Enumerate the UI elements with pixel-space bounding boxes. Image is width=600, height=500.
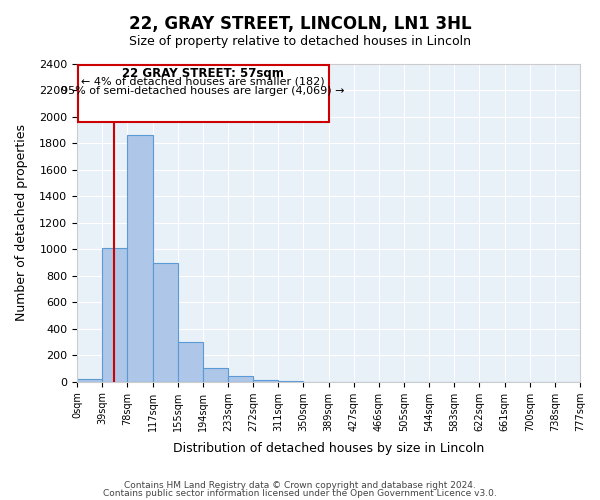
Y-axis label: Number of detached properties: Number of detached properties — [15, 124, 28, 322]
Text: 22, GRAY STREET, LINCOLN, LN1 3HL: 22, GRAY STREET, LINCOLN, LN1 3HL — [128, 15, 472, 33]
FancyBboxPatch shape — [78, 66, 329, 122]
Bar — [77, 379, 102, 382]
Bar — [127, 136, 152, 382]
Bar — [152, 262, 178, 382]
Text: ← 4% of detached houses are smaller (182): ← 4% of detached houses are smaller (182… — [82, 76, 325, 86]
Bar — [203, 368, 228, 382]
Bar — [178, 342, 203, 382]
Text: 22 GRAY STREET: 57sqm: 22 GRAY STREET: 57sqm — [122, 68, 284, 80]
Text: Size of property relative to detached houses in Lincoln: Size of property relative to detached ho… — [129, 35, 471, 48]
Bar — [278, 381, 304, 382]
Bar — [102, 248, 127, 382]
Text: Contains HM Land Registry data © Crown copyright and database right 2024.: Contains HM Land Registry data © Crown c… — [124, 481, 476, 490]
Text: Contains public sector information licensed under the Open Government Licence v3: Contains public sector information licen… — [103, 488, 497, 498]
Bar — [228, 376, 253, 382]
X-axis label: Distribution of detached houses by size in Lincoln: Distribution of detached houses by size … — [173, 442, 484, 455]
Text: 95% of semi-detached houses are larger (4,069) →: 95% of semi-detached houses are larger (… — [61, 86, 345, 96]
Bar — [253, 380, 278, 382]
